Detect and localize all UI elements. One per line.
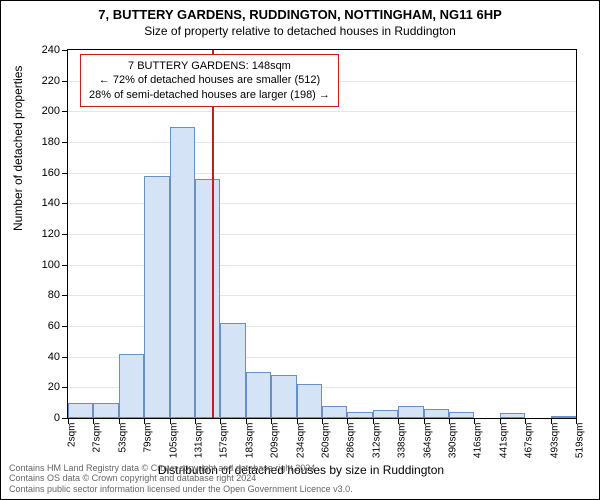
histogram-bar <box>322 406 347 418</box>
y-tick-label: 80 <box>30 289 60 301</box>
x-tick-label: 183sqm <box>244 423 255 459</box>
x-tick-label: 131sqm <box>194 423 205 459</box>
x-tick-label: 79sqm <box>143 423 154 453</box>
y-tick-label: 60 <box>30 320 60 332</box>
y-tick-label: 140 <box>30 197 60 209</box>
y-axis-title: Number of detached properties <box>11 66 25 231</box>
histogram-bar <box>246 372 271 418</box>
y-tick-label: 160 <box>30 167 60 179</box>
x-tick-label: 390sqm <box>448 423 459 459</box>
y-tick-label: 220 <box>30 75 60 87</box>
footer-attribution: Contains HM Land Registry data © Crown c… <box>9 463 353 495</box>
annotation-line1: 7 BUTTERY GARDENS: 148sqm <box>89 59 330 73</box>
x-tick-label: 105sqm <box>168 423 179 459</box>
histogram-bar <box>449 412 474 418</box>
x-tick-label: 467sqm <box>524 423 535 459</box>
histogram-bar <box>195 179 220 418</box>
x-tick-label: 27sqm <box>92 423 103 453</box>
histogram-bar <box>119 354 144 418</box>
x-tick-label: 260sqm <box>321 423 332 459</box>
histogram-bar <box>398 406 423 418</box>
chart-plot-area: 020406080100120140160180200220240 7 BUTT… <box>67 49 577 419</box>
histogram-bar <box>500 413 525 418</box>
x-tick-label: 493sqm <box>549 423 560 459</box>
y-tick-label: 120 <box>30 228 60 240</box>
page-title: 7, BUTTERY GARDENS, RUDDINGTON, NOTTINGH… <box>1 1 599 22</box>
annotation-line3: 28% of semi-detached houses are larger (… <box>89 88 330 102</box>
histogram-bar <box>551 416 576 418</box>
y-tick-label: 180 <box>30 136 60 148</box>
x-tick-label: 441sqm <box>498 423 509 459</box>
x-tick-label: 157sqm <box>219 423 230 459</box>
x-tick-label: 2sqm <box>67 423 78 447</box>
footer-line3: Contains public sector information licen… <box>9 484 353 495</box>
x-tick-label: 338sqm <box>397 423 408 459</box>
histogram-bar <box>93 403 118 418</box>
x-tick-label: 416sqm <box>473 423 484 459</box>
y-tick-label: 40 <box>30 351 60 363</box>
x-tick-label: 519sqm <box>575 423 586 459</box>
page-subtitle: Size of property relative to detached ho… <box>1 22 599 38</box>
x-tick-label: 209sqm <box>270 423 281 459</box>
x-tick-label: 364sqm <box>422 423 433 459</box>
x-tick-label: 53sqm <box>117 423 128 453</box>
y-tick-label: 0 <box>30 412 60 424</box>
annotation-box: 7 BUTTERY GARDENS: 148sqm ← 72% of detac… <box>80 54 339 107</box>
histogram-bar <box>144 176 169 418</box>
x-tick-label: 234sqm <box>295 423 306 459</box>
chart-container: 7, BUTTERY GARDENS, RUDDINGTON, NOTTINGH… <box>0 0 600 500</box>
histogram-bar <box>170 127 195 418</box>
histogram-bar <box>373 410 398 418</box>
x-tick-label: 286sqm <box>346 423 357 459</box>
annotation-line2: ← 72% of detached houses are smaller (51… <box>89 73 330 87</box>
histogram-bar <box>68 403 93 418</box>
x-tick-label: 312sqm <box>371 423 382 459</box>
histogram-bar <box>297 384 322 418</box>
histogram-bar <box>424 409 449 418</box>
y-tick-label: 20 <box>30 381 60 393</box>
footer-line2: Contains OS data © Crown copyright and d… <box>9 473 353 484</box>
histogram-bar <box>220 323 245 418</box>
histogram-bar <box>347 412 372 418</box>
footer-line1: Contains HM Land Registry data © Crown c… <box>9 463 353 474</box>
y-tick-label: 200 <box>30 105 60 117</box>
histogram-bar <box>271 375 296 418</box>
y-tick-label: 240 <box>30 44 60 56</box>
y-tick-label: 100 <box>30 259 60 271</box>
